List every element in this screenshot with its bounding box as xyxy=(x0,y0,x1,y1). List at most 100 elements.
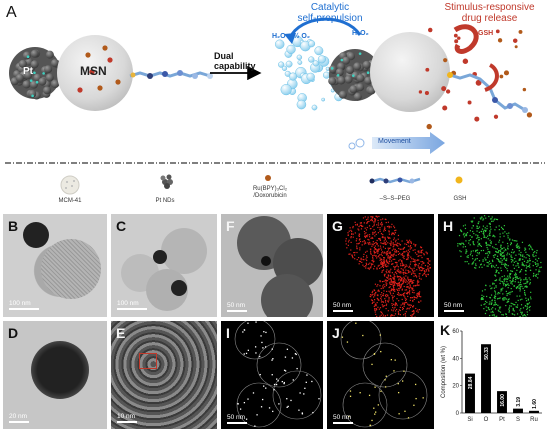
eds-pixel xyxy=(410,247,412,249)
eds-pixel xyxy=(518,245,520,247)
eds-pixel xyxy=(376,268,378,270)
eds-pixel xyxy=(428,270,430,272)
eds-pixel xyxy=(389,226,391,228)
eds-pixel xyxy=(387,247,389,249)
eds-pixel xyxy=(414,296,416,299)
eds-pixel xyxy=(384,286,386,288)
eds-pixel xyxy=(377,219,379,222)
eds-pixel xyxy=(381,265,383,267)
eds-pixel xyxy=(403,302,406,304)
bubble xyxy=(308,56,315,63)
eds-pixel xyxy=(372,258,374,260)
eds-pixel xyxy=(507,270,509,272)
eds-pixel xyxy=(519,316,521,317)
eds-pixel xyxy=(408,287,410,289)
eds-pixel xyxy=(399,314,402,316)
eds-pixel xyxy=(517,299,519,302)
eds-pixel xyxy=(410,279,412,281)
eds-pixel xyxy=(398,287,400,290)
eds-pixel xyxy=(390,244,392,247)
eds-pixel xyxy=(467,255,469,257)
eds-pixel xyxy=(398,413,400,415)
eds-pixel xyxy=(392,296,394,299)
eds-pixel xyxy=(508,291,510,294)
pt-site xyxy=(35,80,39,84)
eds-pixel xyxy=(374,220,376,222)
eds-pixel xyxy=(503,225,505,227)
eds-pixel xyxy=(519,285,521,288)
eds-pixel xyxy=(514,314,516,316)
eds-pixel xyxy=(506,316,508,317)
eds-pixel xyxy=(413,309,415,312)
eds-pixel xyxy=(384,242,386,244)
eds-pixel xyxy=(347,241,350,243)
ru-element-map xyxy=(340,321,428,428)
eds-pixel xyxy=(375,313,377,315)
eds-pixel xyxy=(360,222,362,224)
eds-pixel xyxy=(361,225,363,228)
eds-pixel xyxy=(379,227,381,229)
eds-pixel xyxy=(429,264,431,266)
eds-pixel xyxy=(423,254,425,256)
eds-pixel xyxy=(511,256,513,259)
eds-pixel xyxy=(375,215,377,217)
y-tick-label: 40 xyxy=(452,356,459,362)
eds-pixel xyxy=(397,238,399,240)
eds-pixel xyxy=(483,215,486,217)
drug-dot xyxy=(115,79,121,85)
eds-pixel xyxy=(522,315,524,317)
eds-pixel xyxy=(239,408,242,410)
eds-pixel xyxy=(498,297,500,300)
eds-pixel xyxy=(377,265,379,267)
eds-pixel xyxy=(396,293,399,296)
eds-pixel xyxy=(457,243,459,245)
eds-pixel xyxy=(414,249,416,251)
eds-pixel xyxy=(392,277,394,280)
eds-pixel xyxy=(506,268,508,270)
eds-pixel xyxy=(416,297,418,299)
eds-pixel xyxy=(502,255,504,257)
eds-pixel xyxy=(410,261,412,263)
eds-pixel xyxy=(482,232,484,235)
eds-pixel xyxy=(504,298,506,300)
eds-pixel xyxy=(366,263,368,266)
eds-pixel xyxy=(386,225,389,228)
eds-pixel xyxy=(536,265,538,268)
eds-pixel xyxy=(406,283,408,285)
eds-pixel xyxy=(377,284,379,286)
eds-pixel xyxy=(357,228,359,230)
eds-pixel xyxy=(503,256,505,258)
drug-dot xyxy=(97,85,103,91)
eds-pixel xyxy=(519,295,521,297)
eds-pixel xyxy=(477,227,479,229)
eds-pixel xyxy=(493,219,495,221)
eds-pixel xyxy=(388,230,390,232)
eds-pixel xyxy=(373,229,375,231)
eds-pixel xyxy=(510,261,513,263)
pt-site xyxy=(26,55,30,59)
eds-pixel xyxy=(485,242,488,245)
eds-pixel xyxy=(490,302,493,304)
eds-pixel xyxy=(524,247,526,249)
eds-pixel xyxy=(373,224,375,227)
eds-pixel xyxy=(533,255,535,258)
eds-pixel xyxy=(393,286,395,289)
eds-pixel xyxy=(485,237,487,239)
eds-pixel xyxy=(404,296,406,298)
eds-pixel xyxy=(478,266,481,268)
released-drug-dot xyxy=(514,45,518,49)
eds-pixel xyxy=(377,226,379,229)
eds-pixel xyxy=(387,237,390,239)
eds-pixel xyxy=(405,269,407,271)
panel-g-letter: G xyxy=(332,218,343,234)
eds-pixel xyxy=(389,252,391,254)
eds-pixel xyxy=(376,308,378,311)
eds-pixel xyxy=(366,222,368,224)
eds-pixel xyxy=(503,254,505,257)
eds-pixel xyxy=(387,275,390,277)
eds-pixel xyxy=(519,259,521,261)
eds-pixel xyxy=(476,249,479,251)
eds-pixel xyxy=(402,254,404,256)
eds-pixel xyxy=(494,295,497,298)
eds-pixel xyxy=(472,240,474,243)
